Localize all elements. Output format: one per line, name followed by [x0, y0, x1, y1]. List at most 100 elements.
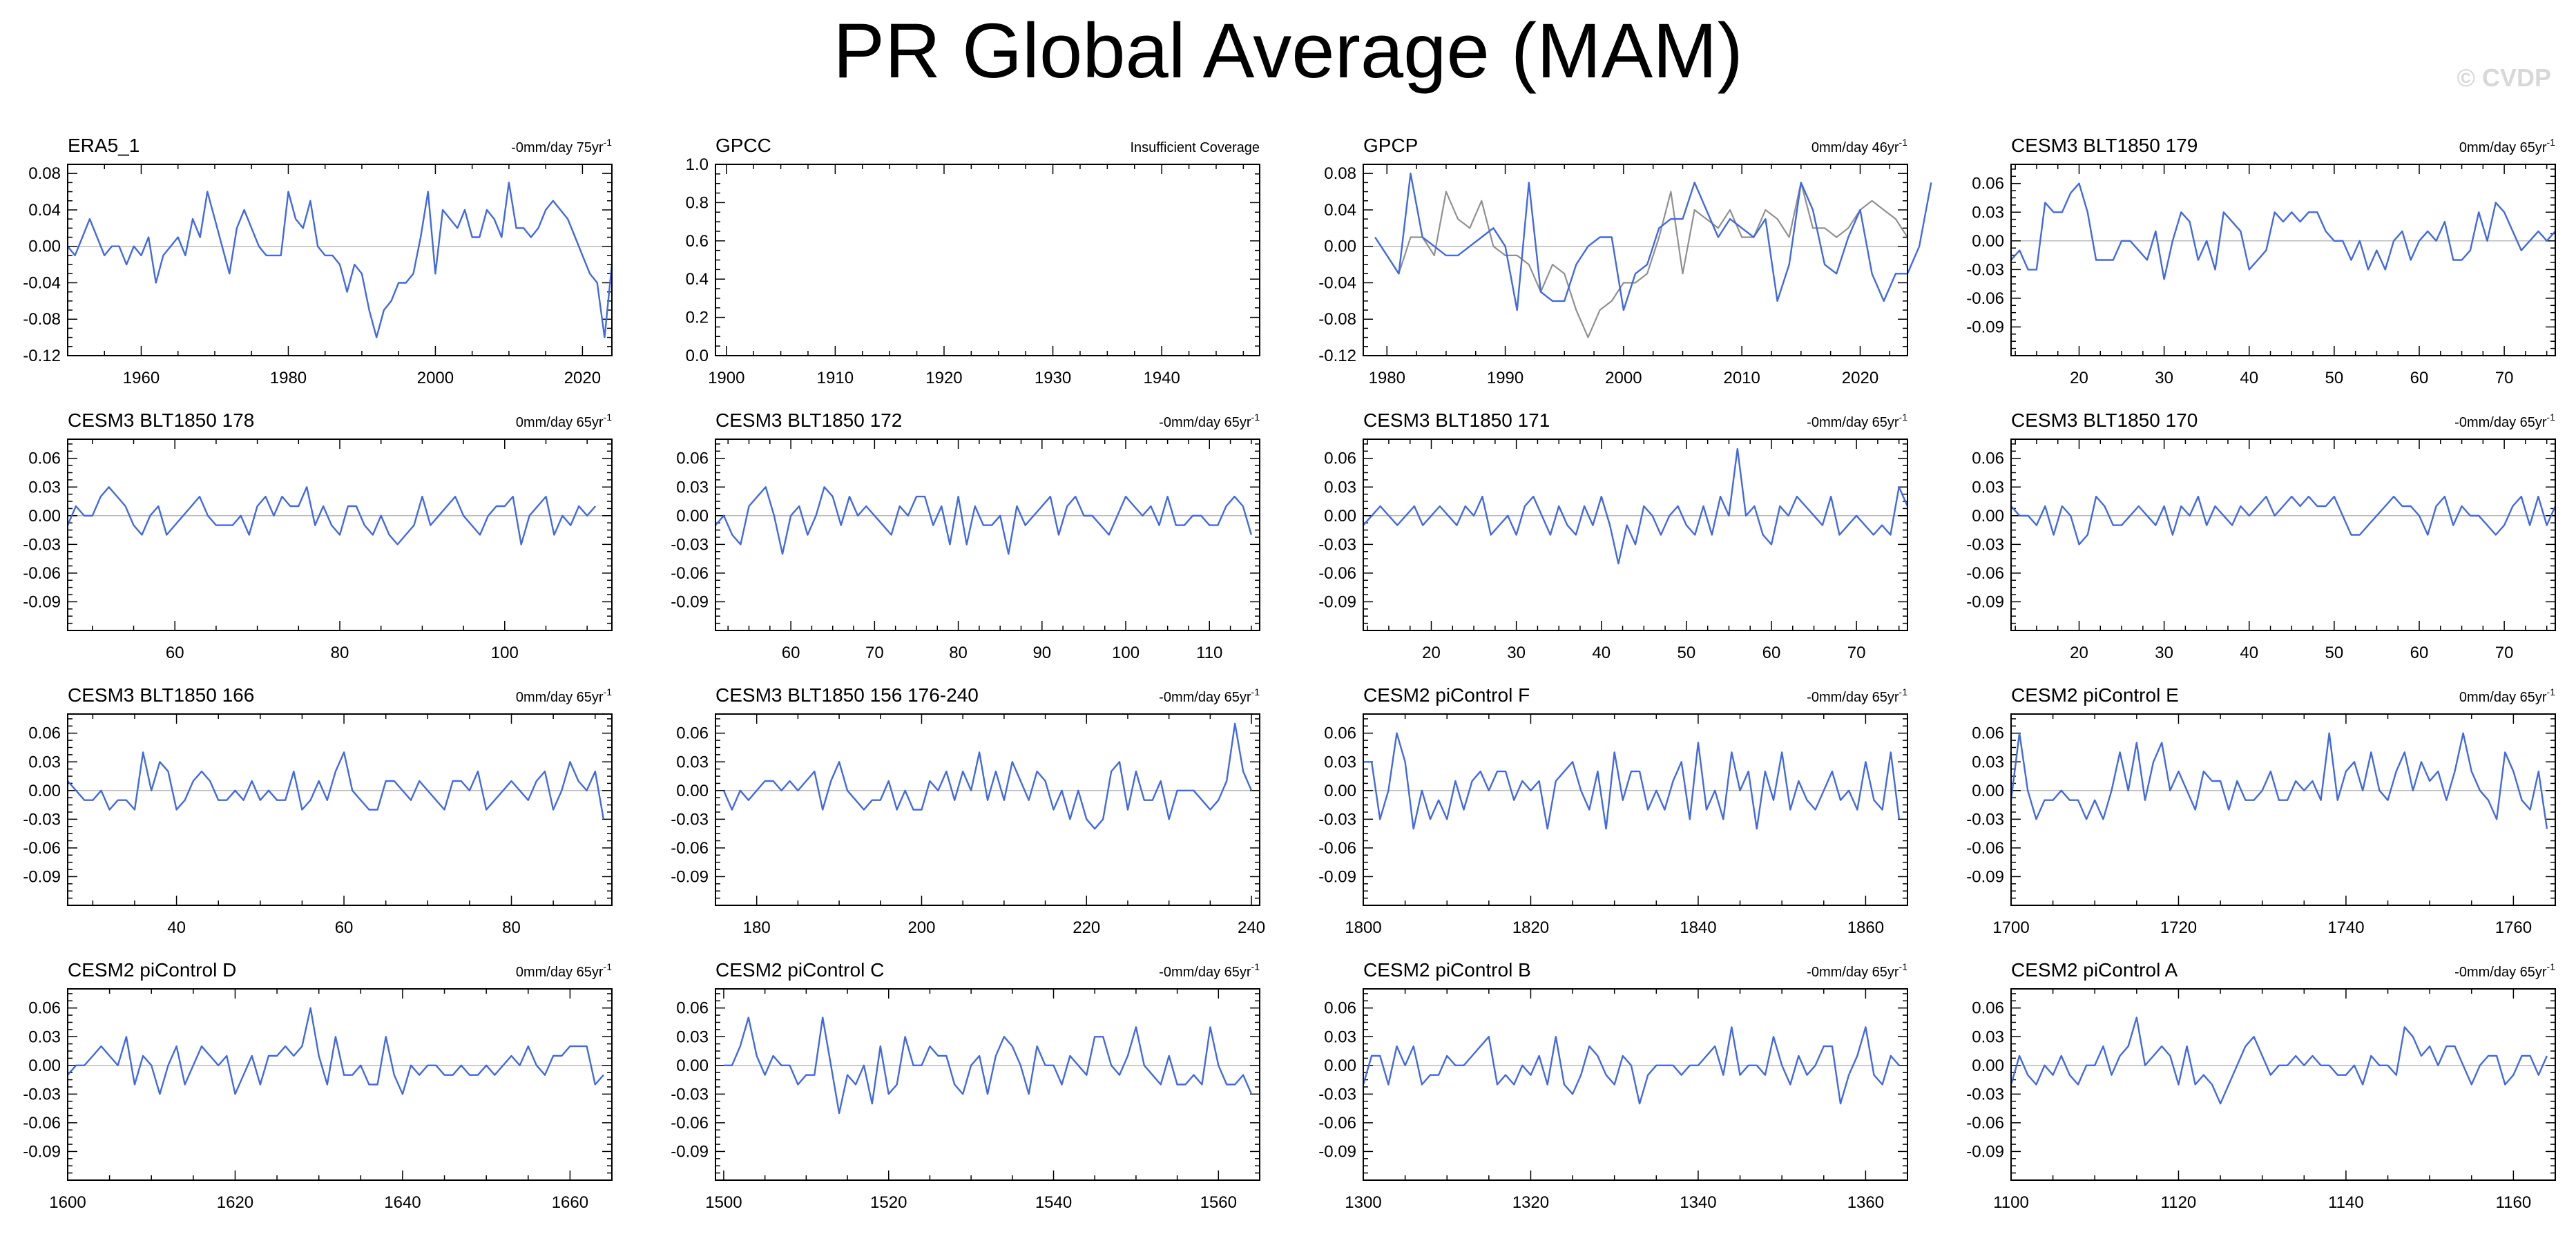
panel-3: GPCP 0mm/day 46yr-1 1980 1990 2000 2010 2020 -0… — [1318, 135, 1932, 387]
panel-13: CESM2 piControl D 0mm/day 65yr-1 1600 1620 1… — [23, 959, 613, 1212]
panel-title: CESM3 BLT1850 172 — [715, 409, 902, 431]
y-tick-label: -0.06 — [1966, 1114, 2004, 1133]
page-title: PR Global Average (MAM) — [833, 8, 1743, 94]
plot-frame — [1363, 164, 1908, 356]
y-tick-label: -0.03 — [1318, 810, 1356, 829]
x-tick-label: 100 — [491, 644, 519, 662]
panel-7: CESM3 BLT1850 171 -0mm/day 65yr-1 20 30 40 50… — [1318, 409, 1909, 662]
plot-frame — [2010, 439, 2556, 631]
y-tick-label: 0.00 — [676, 1057, 709, 1075]
y-tick-label: 0.03 — [28, 753, 61, 771]
y-tick-label: -0.06 — [1318, 564, 1356, 583]
y-tick-label: 0.00 — [28, 782, 61, 800]
y-tick-label: -0.06 — [23, 1114, 61, 1133]
panel-title: CESM3 BLT1850 179 — [2011, 135, 2198, 156]
y-tick-label: -0.04 — [23, 273, 61, 292]
x-tick-label: 1600 — [49, 1193, 86, 1212]
x-tick-label: 20 — [2070, 369, 2088, 387]
y-tick-label: -0.03 — [671, 1085, 709, 1104]
panel-title: GPCC — [715, 135, 771, 156]
panel-trend: 0mm/day 46yr-1 — [1811, 137, 1907, 155]
y-tick-label: -0.03 — [1318, 535, 1356, 554]
x-tick-label: 1840 — [1680, 918, 1716, 937]
y-tick-label: 0.04 — [1324, 201, 1356, 220]
x-tick-label: 2010 — [1723, 369, 1760, 387]
panel-title: CESM3 BLT1850 156 176-240 — [715, 684, 979, 706]
panel-2: GPCC Insufficient Coverage 1900 1910 1920 193… — [686, 135, 1260, 387]
plot-frame — [67, 988, 613, 1181]
x-tick-label: 80 — [502, 918, 521, 937]
y-tick-label: -0.09 — [1966, 867, 2004, 886]
panel-title: ERA5_1 — [68, 135, 140, 156]
x-tick-label: 30 — [1507, 644, 1526, 662]
panel-title: CESM2 piControl A — [2011, 959, 2178, 981]
y-tick-label: -0.09 — [671, 592, 709, 611]
y-tick-label: 0.00 — [1972, 232, 2004, 251]
panel-11: CESM2 piControl F -0mm/day 65yr-1 1800 1820… — [1318, 684, 1908, 937]
panel-5: CESM3 BLT1850 178 0mm/day 65yr-1 60 80 100 -0… — [23, 409, 613, 662]
y-tick-label: 0.00 — [676, 782, 709, 800]
reference-series-line — [1374, 182, 1908, 338]
y-tick-label: 0.06 — [1972, 999, 2004, 1018]
y-tick-label: 0.00 — [1324, 782, 1356, 800]
y-tick-label: -0.03 — [1966, 810, 2004, 829]
x-tick-label: 1940 — [1143, 369, 1180, 387]
y-tick-label: 0.04 — [28, 201, 61, 220]
x-tick-label: 1560 — [1200, 1193, 1237, 1212]
x-tick-label: 1720 — [2160, 918, 2197, 937]
y-tick-label: -0.08 — [1318, 310, 1356, 329]
series-line — [67, 182, 613, 338]
y-tick-label: -0.09 — [23, 1142, 61, 1161]
plot-frame — [2010, 164, 2556, 356]
y-tick-label: 1.0 — [686, 155, 709, 174]
y-tick-label: -0.03 — [23, 535, 61, 554]
x-tick-label: 1980 — [270, 369, 307, 387]
series-line — [2010, 182, 2556, 280]
x-tick-label: 80 — [331, 644, 349, 662]
x-tick-label: 1660 — [552, 1193, 588, 1212]
x-tick-label: 1300 — [1345, 1193, 1381, 1212]
x-tick-label: 30 — [2155, 369, 2173, 387]
x-tick-label: 100 — [1112, 644, 1140, 662]
panel-title: CESM2 piControl C — [715, 959, 884, 981]
panel-trend: Insufficient Coverage — [1130, 140, 1260, 155]
panel-title: CESM2 piControl D — [68, 959, 236, 981]
y-tick-label: -0.06 — [671, 564, 709, 583]
panel-trend: 0mm/day 65yr-1 — [2459, 686, 2555, 705]
x-tick-label: 1640 — [384, 1193, 421, 1212]
y-tick-label: 0.03 — [1324, 1028, 1356, 1046]
panel-title: CESM3 BLT1850 170 — [2011, 409, 2198, 431]
y-tick-label: 0.00 — [676, 507, 709, 526]
plot-frame — [715, 713, 1260, 906]
panel-trend: -0mm/day 65yr-1 — [1159, 961, 1260, 980]
y-tick-label: -0.09 — [23, 592, 61, 611]
y-tick-label: -0.03 — [1318, 1085, 1356, 1104]
series-line — [2010, 495, 2557, 546]
x-tick-label: 1700 — [1992, 918, 2029, 937]
x-tick-label: 1500 — [705, 1193, 742, 1212]
panel-10: CESM3 BLT1850 156 176-240 -0mm/day 65yr-1… — [671, 684, 1265, 937]
x-tick-label: 20 — [2070, 644, 2088, 662]
series-line — [2010, 1016, 2548, 1105]
y-tick-label: -0.04 — [1318, 273, 1356, 292]
plot-frame — [67, 164, 613, 356]
y-tick-label: 0.03 — [28, 478, 61, 497]
plot-frame — [2010, 713, 2556, 906]
x-tick-label: 2000 — [1605, 369, 1642, 387]
panel-14: CESM2 piControl C -0mm/day 65yr-1 1500 1520… — [671, 959, 1260, 1212]
y-tick-label: 0.03 — [1972, 1028, 2004, 1046]
y-tick-label: 0.03 — [1972, 203, 2004, 222]
y-tick-label: -0.06 — [1966, 289, 2004, 308]
panel-trend: -0mm/day 65yr-1 — [2454, 412, 2555, 430]
x-tick-label: 2020 — [1842, 369, 1878, 387]
y-tick-label: 0.06 — [676, 724, 709, 743]
x-tick-label: 1740 — [2327, 918, 2364, 937]
x-tick-label: 1320 — [1512, 1193, 1549, 1212]
x-tick-label: 2020 — [564, 369, 601, 387]
y-tick-label: -0.06 — [671, 1114, 709, 1133]
panel-12: CESM2 piControl E 0mm/day 65yr-1 1700 1720 1… — [1966, 684, 2556, 937]
x-tick-label: 40 — [1592, 644, 1611, 662]
x-tick-label: 1340 — [1680, 1193, 1716, 1212]
y-tick-label: -0.12 — [1318, 347, 1356, 365]
y-tick-label: -0.06 — [1966, 839, 2004, 858]
